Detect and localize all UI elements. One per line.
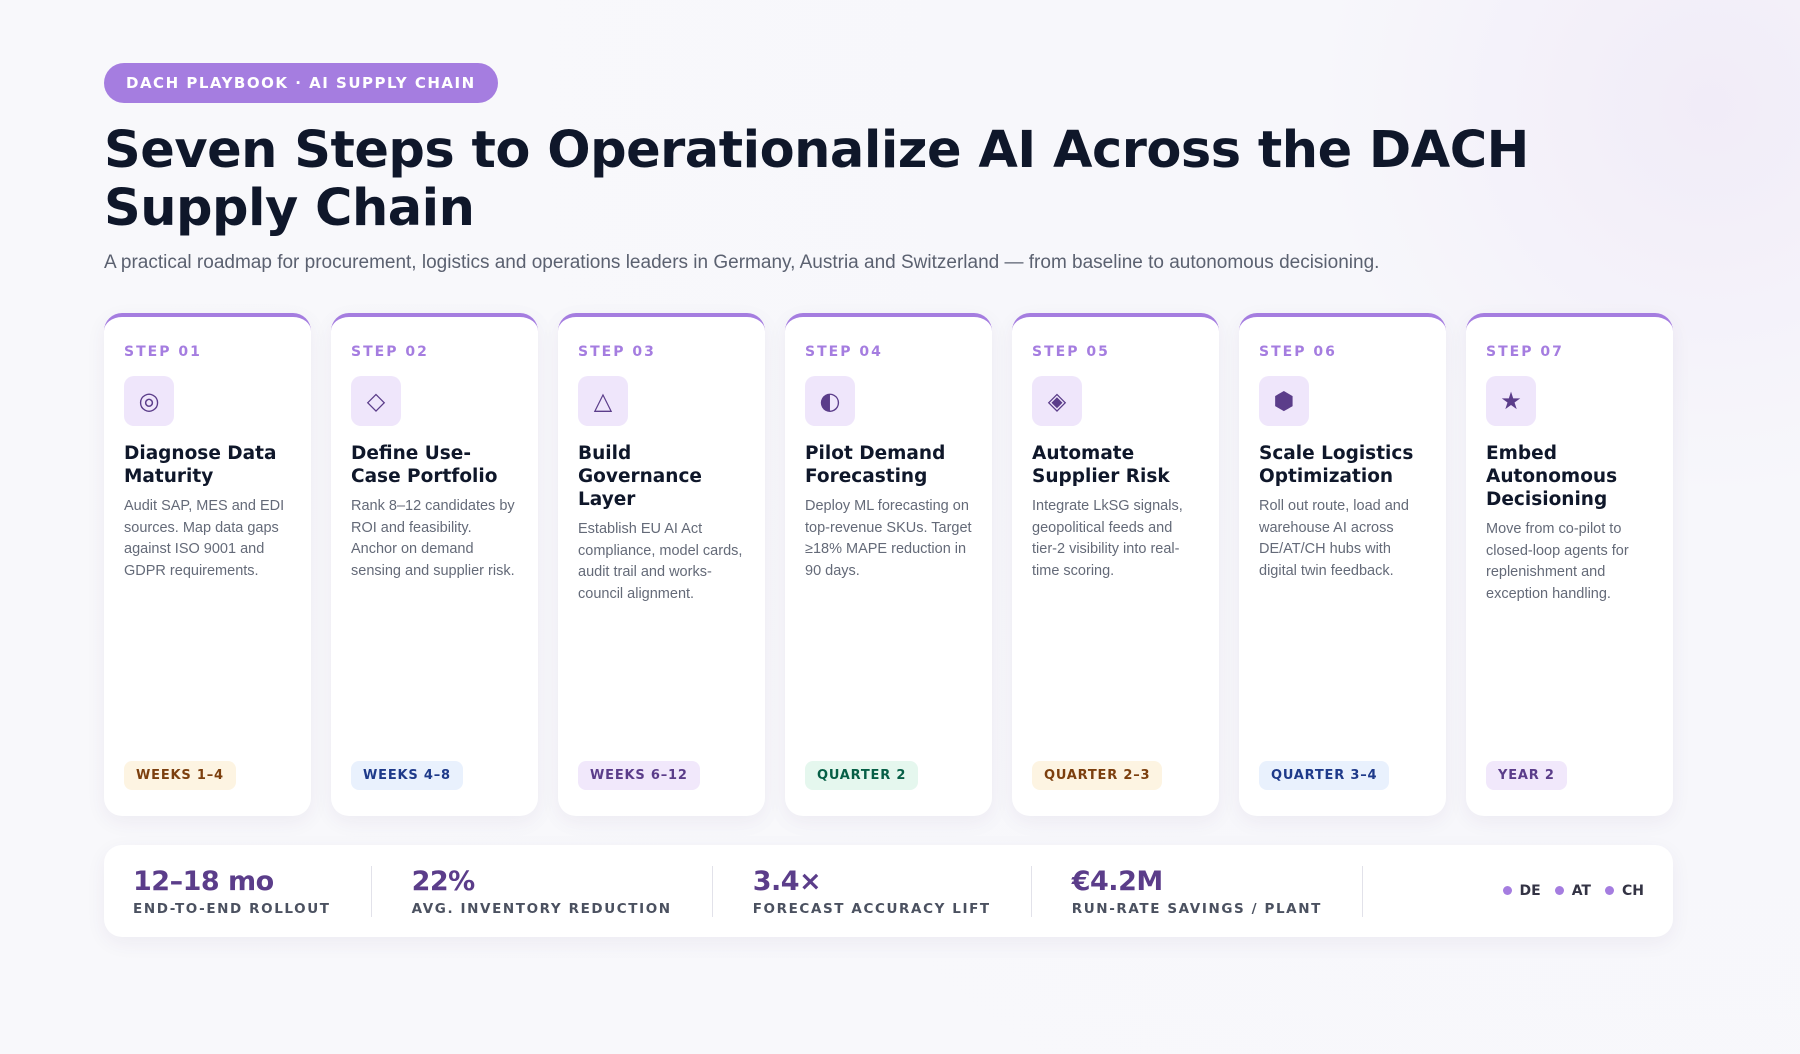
step-card: STEP 02 ◇ Define Use-Case Portfolio Rank 8–… <box>331 313 538 816</box>
step-icon: ◇ <box>351 376 401 426</box>
stat: 3.4× FORECAST ACCURACY LIFT <box>752 865 1032 917</box>
step-title: Build Governance Layer <box>578 443 702 510</box>
step-icon: ◎ <box>124 376 174 426</box>
step-card: STEP 01 ◎ Diagnose Data Maturity Audit SAP,… <box>104 313 311 816</box>
step-card: STEP 04 ◐ Pilot Demand Forecasting Deploy M… <box>785 313 992 816</box>
step-card: STEP 07 ★ Embed Autonomous Decisioning Move… <box>1466 313 1673 816</box>
step-card: STEP 03 △ Build Governance Layer Establish … <box>558 313 765 816</box>
region: AT <box>1555 883 1591 899</box>
subtitle: A practical roadmap for procurement, log… <box>104 252 1380 273</box>
step-icon: ◐ <box>805 376 855 426</box>
step-description: Deploy ML forecasting on top-revenue SKU… <box>805 498 972 579</box>
stat: €4.2M RUN-RATE SAVINGS / PLANT <box>1071 865 1363 917</box>
step-card: STEP 05 ◈ Automate Supplier Risk Integrate … <box>1012 313 1219 816</box>
step-icon: △ <box>578 376 628 426</box>
stat-label: FORECAST ACCURACY LIFT <box>752 900 991 917</box>
step-label: STEP 07 <box>1486 344 1564 360</box>
timing-tag: QUARTER 2 <box>805 761 919 790</box>
stat-value: 22% <box>411 865 476 897</box>
badge: DACH PLAYBOOK · AI SUPPLY CHAIN <box>104 63 498 103</box>
stat-label: RUN-RATE SAVINGS / PLANT <box>1071 900 1322 917</box>
timing-tag: WEEKS 6–12 <box>578 761 700 790</box>
step-description: Audit SAP, MES and EDI sources. Map data… <box>124 498 285 579</box>
step-title: Automate Supplier Risk <box>1032 443 1170 487</box>
step-icon: ⬢ <box>1259 376 1309 426</box>
step-title: Scale Logistics Optimization <box>1259 443 1414 487</box>
timing-tag: WEEKS 4–8 <box>351 761 463 790</box>
step-title: Embed Autonomous Decisioning <box>1486 443 1618 510</box>
step-label: STEP 06 <box>1259 344 1337 360</box>
step-label: STEP 03 <box>578 344 656 360</box>
step-description: Integrate LkSG signals, geopolitical fee… <box>1032 498 1183 579</box>
stat-value: €4.2M <box>1071 865 1164 897</box>
step-description: Establish EU AI Act compliance, model ca… <box>578 521 743 602</box>
step-title: Pilot Demand Forecasting <box>805 443 946 487</box>
step-title: Define Use-Case Portfolio <box>351 443 498 487</box>
timing-tag: WEEKS 1–4 <box>124 761 236 790</box>
timing-tag: YEAR 2 <box>1486 761 1567 790</box>
step-description: Move from co-pilot to closed-loop agents… <box>1486 521 1629 602</box>
stat: 12–18 mo END-TO-END ROLLOUT <box>133 865 372 917</box>
step-description: Rank 8–12 candidates by ROI and feasibil… <box>351 498 515 579</box>
region: CH <box>1605 883 1644 899</box>
timing-tag: QUARTER 2–3 <box>1032 761 1163 790</box>
stat-label: END-TO-END ROLLOUT <box>133 900 331 917</box>
step-label: STEP 05 <box>1032 344 1110 360</box>
step-icon: ★ <box>1486 376 1536 426</box>
stat-value: 12–18 mo <box>133 865 274 897</box>
step-card: STEP 06 ⬢ Scale Logistics Optimization Roll… <box>1239 313 1446 816</box>
step-label: STEP 01 <box>124 344 202 360</box>
region: DE <box>1503 883 1541 899</box>
regions: DE AT CH <box>1503 883 1645 899</box>
step-label: STEP 04 <box>805 344 883 360</box>
step-description: Roll out route, load and warehouse AI ac… <box>1259 498 1409 579</box>
title: Seven Steps to Operationalize AI Across … <box>104 121 1529 238</box>
step-label: STEP 02 <box>351 344 429 360</box>
stat-label: AVG. INVENTORY REDUCTION <box>411 900 672 917</box>
stat: 22% AVG. INVENTORY REDUCTION <box>411 865 713 917</box>
step-title: Diagnose Data Maturity <box>124 443 277 487</box>
timing-tag: QUARTER 3–4 <box>1259 761 1390 790</box>
step-cards: STEP 01 ◎ Diagnose Data Maturity Audit SAP,… <box>104 313 1673 816</box>
step-icon: ◈ <box>1032 376 1082 426</box>
stats-bar: 12–18 mo END-TO-END ROLLOUT 22% AVG. INVENT… <box>104 845 1673 937</box>
stat-value: 3.4× <box>752 865 822 897</box>
